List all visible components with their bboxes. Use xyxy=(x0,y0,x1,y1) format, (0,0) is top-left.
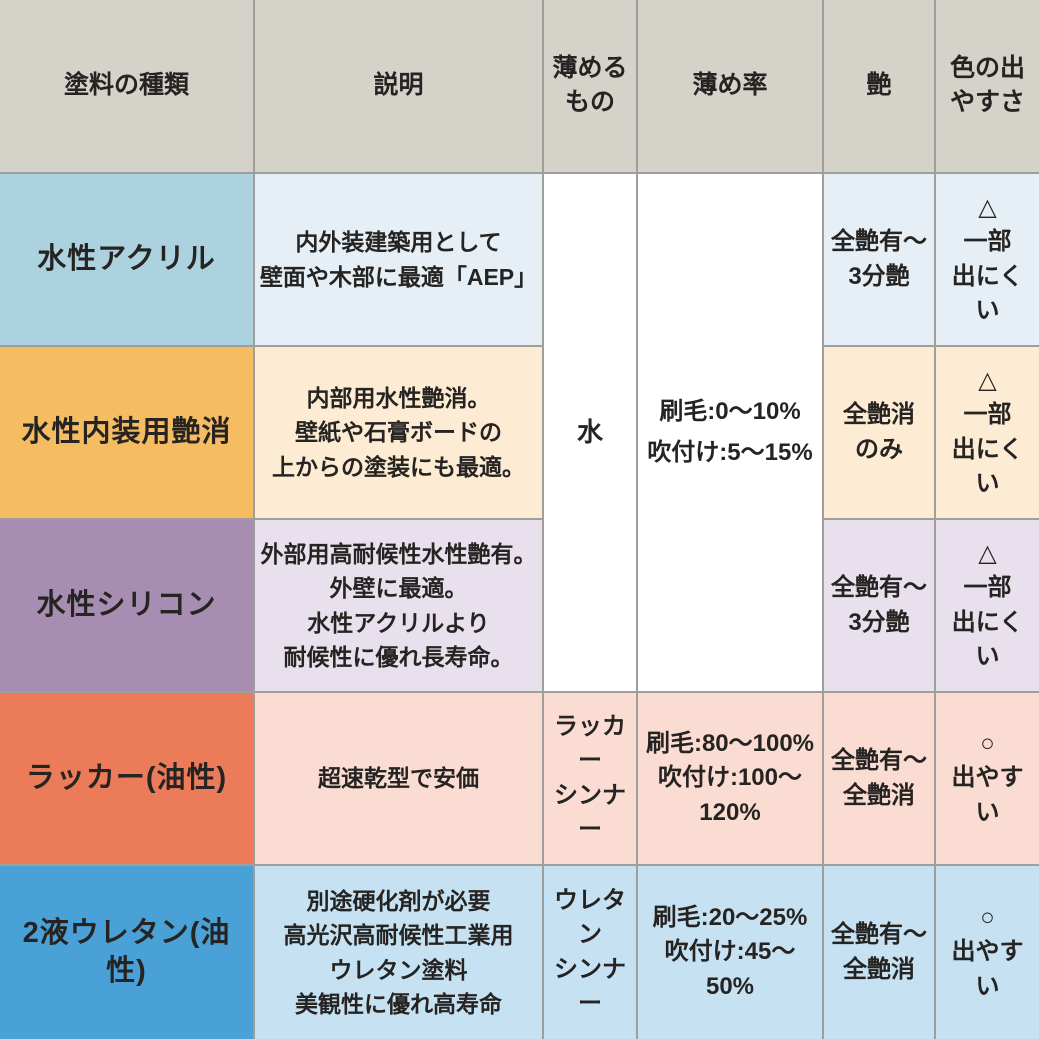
description-cell: 内外装建築用として 壁面や木部に最適「AEP」 xyxy=(253,172,544,347)
color-ease-cell: △ 一部 出にくい xyxy=(934,172,1039,347)
gloss-cell: 全艶消 のみ xyxy=(822,345,936,520)
color-ease-cell: ○ 出やすい xyxy=(934,691,1039,866)
color-ease-cell: ○ 出やすい xyxy=(934,864,1039,1039)
color-ease-cell: △ 一部 出にくい xyxy=(934,345,1039,520)
paint-type-cell: ラッカー(油性) xyxy=(0,691,255,866)
header-row: 塗料の種類 説明 薄める もの 薄め率 艶 色の出 やすさ xyxy=(0,0,1039,174)
paint-type-cell: 水性アクリル xyxy=(0,172,255,347)
gloss-cell: 全艶有〜 全艶消 xyxy=(822,691,936,866)
table-row-water-interior-matte: 水性内装用艶消 内部用水性艶消。 壁紙や石膏ボードの 上からの塗装にも最適。 全… xyxy=(0,345,1039,520)
description-cell: 外部用高耐候性水性艶有。 外壁に最適。 水性アクリルより 耐候性に優れ長寿命。 xyxy=(253,518,544,693)
description-cell: 別途硬化剤が必要 高光沢高耐候性工業用 ウレタン塗料 美観性に優れ高寿命 xyxy=(253,864,544,1039)
paint-type-cell: 水性内装用艶消 xyxy=(0,345,255,520)
paint-type-cell: 水性シリコン xyxy=(0,518,255,693)
header-description: 説明 xyxy=(253,0,544,174)
gloss-cell: 全艶有〜 3分艶 xyxy=(822,518,936,693)
header-paint-type: 塗料の種類 xyxy=(0,0,255,174)
table-row-lacquer-oil: ラッカー(油性) 超速乾型で安価 ラッカー シンナー 刷毛:80〜100% 吹付… xyxy=(0,691,1039,866)
table-row-water-silicone: 水性シリコン 外部用高耐候性水性艶有。 外壁に最適。 水性アクリルより 耐候性に… xyxy=(0,518,1039,693)
color-ease-cell: △ 一部 出にくい xyxy=(934,518,1039,693)
header-dilution-rate: 薄め率 xyxy=(636,0,824,174)
gloss-cell: 全艶有〜 全艶消 xyxy=(822,864,936,1039)
description-cell: 内部用水性艶消。 壁紙や石膏ボードの 上からの塗装にも最適。 xyxy=(253,345,544,520)
paint-type-cell: 2液ウレタン(油性) xyxy=(0,864,255,1039)
dilution-cell: 刷毛:80〜100% 吹付け:100〜120% xyxy=(636,691,824,866)
header-gloss: 艶 xyxy=(822,0,936,174)
description-cell: 超速乾型で安価 xyxy=(253,691,544,866)
thinner-cell-merged: 水 xyxy=(542,172,638,693)
thinner-cell: ラッカー シンナー xyxy=(542,691,638,866)
header-thinner: 薄める もの xyxy=(542,0,638,174)
dilution-cell-merged: 刷毛:0〜10% 吹付け:5〜15% xyxy=(636,172,824,693)
dilution-cell: 刷毛:20〜25% 吹付け:45〜50% xyxy=(636,864,824,1039)
gloss-cell: 全艶有〜 3分艶 xyxy=(822,172,936,347)
header-color-ease: 色の出 やすさ xyxy=(934,0,1039,174)
table-row-water-acrylic: 水性アクリル 内外装建築用として 壁面や木部に最適「AEP」 水 刷毛:0〜10… xyxy=(0,172,1039,693)
thinner-cell: ウレタン シンナー xyxy=(542,864,638,1039)
table-row-urethane-2k-oil: 2液ウレタン(油性) 別途硬化剤が必要 高光沢高耐候性工業用 ウレタン塗料 美観… xyxy=(0,864,1039,1039)
